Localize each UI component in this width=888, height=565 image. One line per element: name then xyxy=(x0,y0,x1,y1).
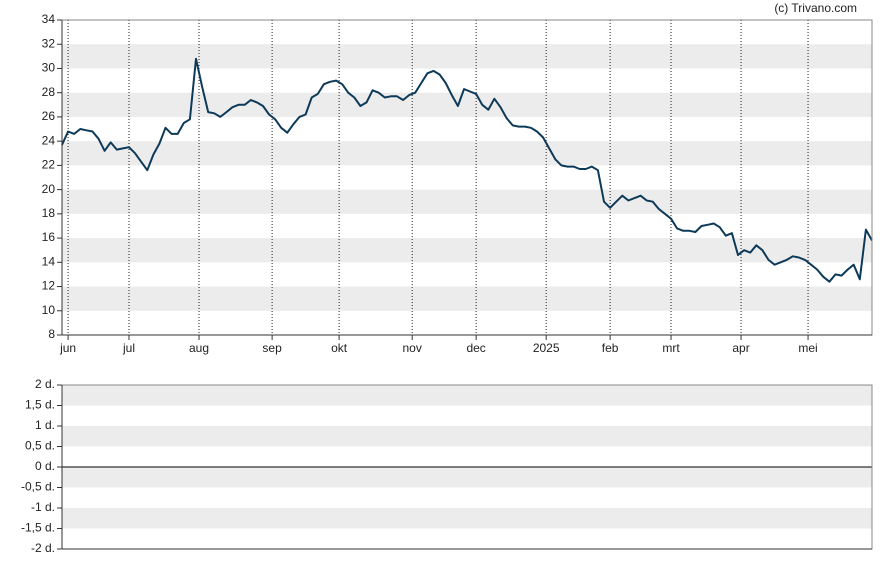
grid-band xyxy=(62,286,872,311)
grid-band xyxy=(62,141,872,166)
y-tick-label: 1,5 d. xyxy=(25,398,55,412)
y-tick-label: 26 xyxy=(42,109,56,123)
grid-band xyxy=(62,238,872,263)
grid-band xyxy=(62,44,872,69)
y-tick-label: 8 xyxy=(48,327,55,341)
y-tick-label: 2 d. xyxy=(35,377,55,391)
y-tick-label: 28 xyxy=(42,85,56,99)
y-tick-label: 24 xyxy=(42,133,56,147)
x-tick-label: mrt xyxy=(662,341,680,355)
y-tick-label: -1,5 d. xyxy=(21,521,55,535)
grid-band xyxy=(62,189,872,214)
grid-band xyxy=(62,467,872,488)
y-tick-label: 34 xyxy=(42,12,56,26)
x-tick-label: jun xyxy=(59,341,76,355)
grid-band xyxy=(62,92,872,117)
grid-band xyxy=(62,426,872,447)
x-tick-label: aug xyxy=(189,341,209,355)
x-tick-label: dec xyxy=(466,341,485,355)
grid-band xyxy=(62,385,872,406)
y-tick-label: 0,5 d. xyxy=(25,439,55,453)
y-tick-label: 16 xyxy=(42,230,56,244)
credit: (c) Trivano.com xyxy=(774,1,857,15)
x-tick-label: okt xyxy=(331,341,348,355)
x-tick-label: 2025 xyxy=(533,341,560,355)
x-tick-label: feb xyxy=(602,341,619,355)
y-tick-label: 20 xyxy=(42,182,56,196)
y-tick-label: 18 xyxy=(42,206,56,220)
grid-band xyxy=(62,508,872,529)
y-tick-label: 10 xyxy=(42,303,56,317)
price-line xyxy=(61,57,873,283)
y-tick-label: 0 d. xyxy=(35,459,55,473)
y-tick-label: 1 d. xyxy=(35,418,55,432)
y-tick-label: -1 d. xyxy=(31,500,55,514)
x-tick-label: sep xyxy=(262,341,282,355)
y-tick-label: 32 xyxy=(42,36,56,50)
y-tick-label: 12 xyxy=(42,279,56,293)
y-tick-label: 22 xyxy=(42,158,56,172)
x-tick-label: apr xyxy=(732,341,749,355)
x-tick-label: mei xyxy=(798,341,817,355)
x-tick-label: nov xyxy=(403,341,422,355)
y-tick-label: 14 xyxy=(42,254,56,268)
y-tick-label: -2 d. xyxy=(31,541,55,555)
x-tick-label: jul xyxy=(122,341,135,355)
y-tick-label: -0,5 d. xyxy=(21,480,55,494)
y-tick-label: 30 xyxy=(42,61,56,75)
